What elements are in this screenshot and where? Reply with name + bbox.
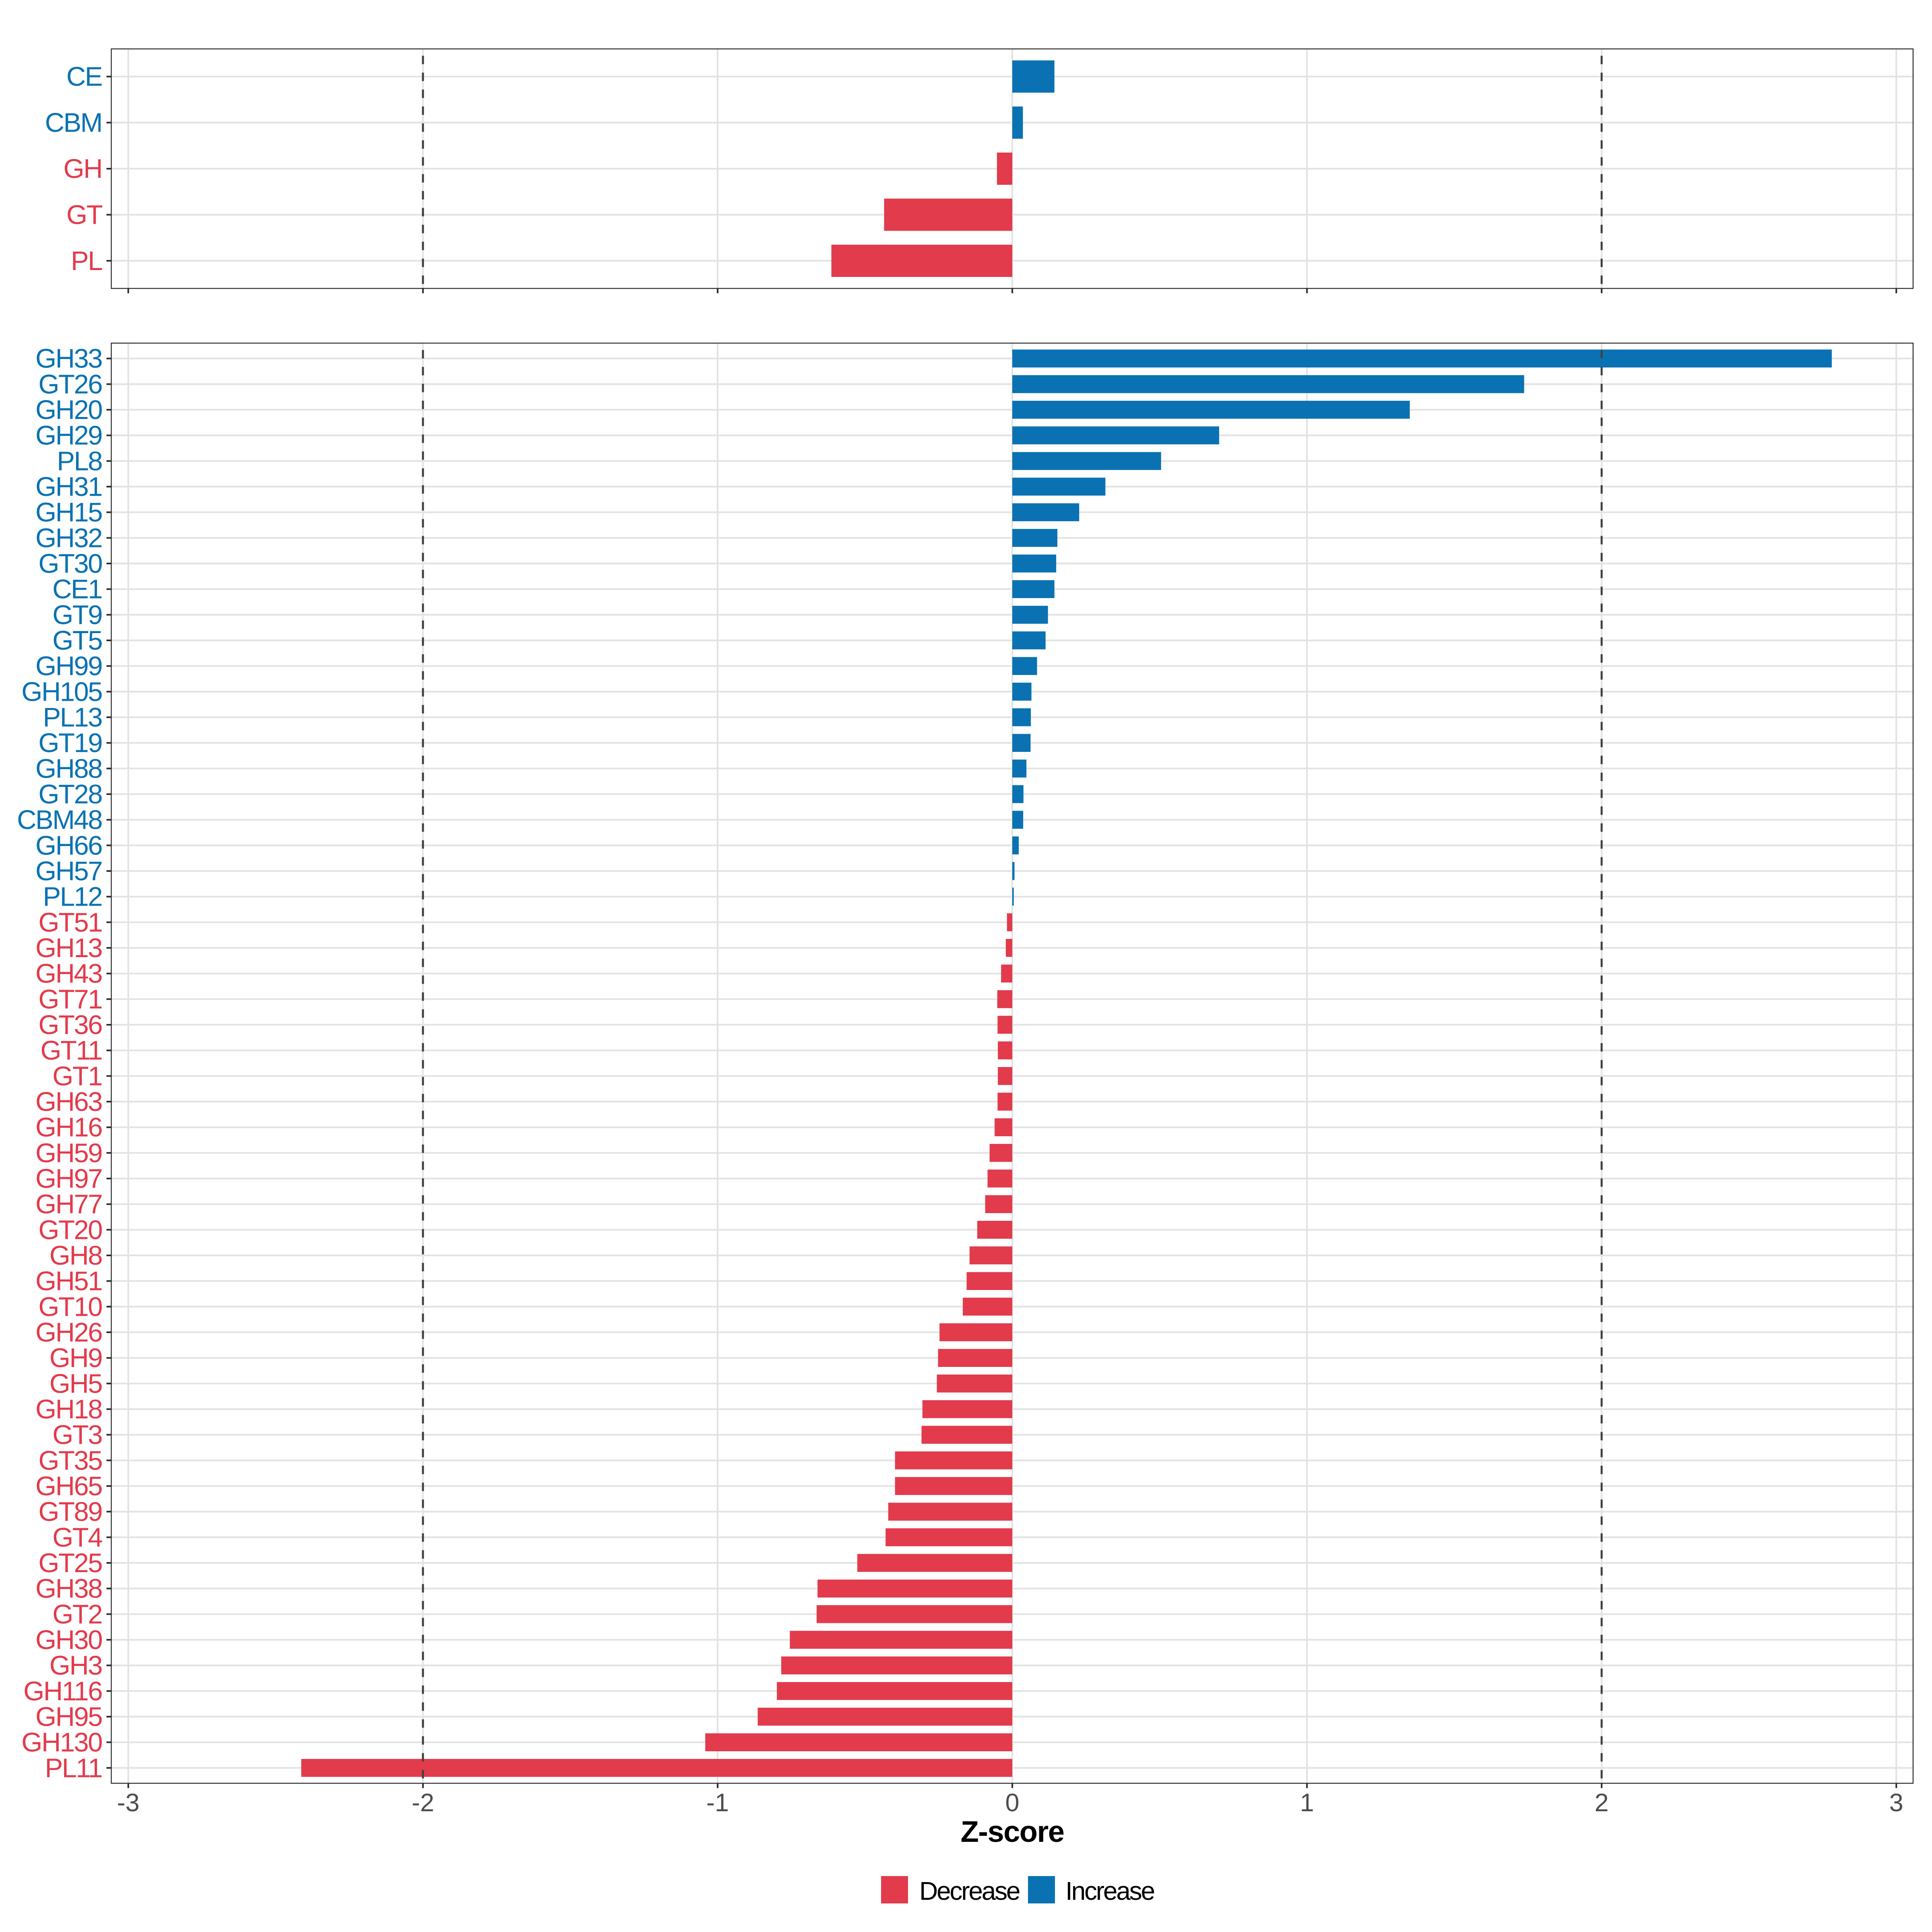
svg-text:GT36: GT36: [38, 1010, 102, 1040]
svg-text:2: 2: [1595, 1789, 1609, 1817]
svg-text:GH88: GH88: [35, 753, 102, 784]
svg-text:GT10: GT10: [38, 1292, 102, 1322]
svg-text:GH51: GH51: [35, 1266, 102, 1296]
svg-text:GH65: GH65: [35, 1471, 102, 1501]
svg-text:GT35: GT35: [38, 1445, 102, 1476]
svg-text:GH20: GH20: [35, 395, 102, 425]
svg-text:GT2: GT2: [52, 1599, 102, 1629]
svg-text:GH32: GH32: [35, 523, 102, 553]
svg-text:GT28: GT28: [38, 779, 102, 809]
svg-text:GH16: GH16: [35, 1113, 102, 1143]
svg-text:PL8: PL8: [57, 446, 102, 476]
svg-text:-1: -1: [706, 1789, 729, 1817]
svg-text:Decrease: Decrease: [919, 1876, 1020, 1905]
svg-text:GH38: GH38: [35, 1574, 102, 1604]
svg-text:GT5: GT5: [52, 625, 102, 656]
svg-text:GT25: GT25: [38, 1548, 102, 1578]
svg-text:GH8: GH8: [50, 1241, 102, 1271]
svg-text:GT9: GT9: [52, 600, 102, 630]
svg-text:GH95: GH95: [35, 1702, 102, 1732]
svg-text:GT26: GT26: [38, 369, 102, 399]
svg-text:GH59: GH59: [35, 1138, 102, 1168]
svg-text:GT: GT: [66, 200, 103, 230]
svg-text:GH105: GH105: [21, 677, 102, 707]
svg-text:3: 3: [1889, 1789, 1903, 1817]
svg-text:CBM48: CBM48: [17, 805, 102, 835]
svg-text:GH116: GH116: [23, 1676, 102, 1706]
svg-text:GH18: GH18: [35, 1394, 102, 1424]
svg-text:0: 0: [1005, 1789, 1019, 1817]
svg-text:GH97: GH97: [35, 1164, 102, 1194]
svg-text:GT3: GT3: [52, 1420, 102, 1450]
svg-text:PL13: PL13: [43, 702, 102, 733]
svg-text:GT1: GT1: [52, 1061, 102, 1091]
svg-text:PL: PL: [71, 246, 102, 276]
svg-text:-3: -3: [117, 1789, 140, 1817]
svg-text:GH: GH: [64, 154, 102, 184]
svg-text:GH66: GH66: [35, 830, 102, 861]
svg-text:GH31: GH31: [35, 472, 102, 502]
svg-text:GH63: GH63: [35, 1087, 102, 1117]
svg-text:GH130: GH130: [21, 1728, 102, 1758]
svg-text:Increase: Increase: [1065, 1876, 1154, 1905]
svg-text:GH99: GH99: [35, 651, 102, 681]
svg-text:GH15: GH15: [35, 497, 102, 528]
svg-text:GH57: GH57: [35, 856, 102, 886]
svg-text:GT51: GT51: [38, 907, 102, 937]
svg-text:CE: CE: [66, 62, 102, 92]
svg-text:GH43: GH43: [35, 959, 102, 989]
svg-text:GT30: GT30: [38, 549, 102, 579]
svg-text:GH33: GH33: [35, 344, 102, 374]
svg-text:GT4: GT4: [52, 1522, 102, 1552]
svg-text:GH26: GH26: [35, 1317, 102, 1348]
svg-text:GT19: GT19: [38, 728, 102, 758]
svg-text:-2: -2: [412, 1789, 434, 1817]
svg-text:GH3: GH3: [50, 1651, 102, 1681]
svg-text:CE1: CE1: [52, 574, 102, 605]
svg-text:GH77: GH77: [35, 1189, 102, 1220]
svg-text:GT11: GT11: [40, 1036, 102, 1066]
svg-text:GH5: GH5: [50, 1368, 102, 1399]
svg-text:GH29: GH29: [35, 421, 102, 451]
svg-text:Z-score: Z-score: [961, 1815, 1064, 1848]
svg-text:GT20: GT20: [38, 1215, 102, 1245]
svg-text:GT71: GT71: [38, 984, 102, 1014]
svg-text:GH30: GH30: [35, 1625, 102, 1655]
svg-text:1: 1: [1300, 1789, 1314, 1817]
svg-text:GT89: GT89: [38, 1497, 102, 1527]
svg-text:GH13: GH13: [35, 933, 102, 963]
svg-text:PL11: PL11: [45, 1753, 102, 1783]
svg-text:GH9: GH9: [50, 1343, 102, 1373]
svg-text:CBM: CBM: [45, 108, 102, 138]
svg-text:PL12: PL12: [43, 882, 102, 912]
